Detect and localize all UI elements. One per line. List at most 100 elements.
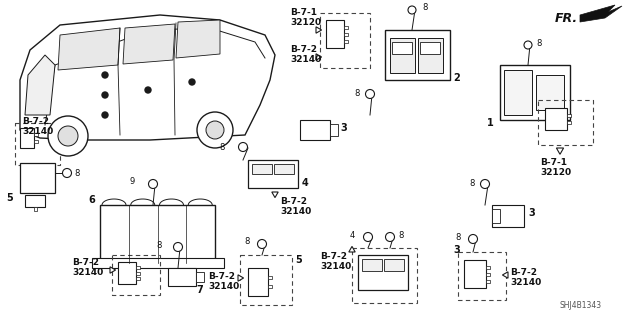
Text: B-7-2
32140: B-7-2 32140 [22, 117, 53, 137]
Text: FR.: FR. [555, 12, 578, 25]
Text: 8: 8 [398, 232, 403, 241]
Bar [25, 195, 45, 207]
Bar [418, 38, 443, 73]
Text: B-7-2
32140: B-7-2 32140 [510, 268, 541, 287]
Text: 4: 4 [302, 178, 308, 188]
Text: B-7-1
32120: B-7-1 32120 [290, 8, 321, 27]
Bar [326, 20, 344, 48]
Bar [362, 259, 382, 271]
Bar [567, 121, 571, 124]
Text: B-7-2
32140: B-7-2 32140 [290, 45, 321, 64]
Bar [385, 30, 450, 80]
Bar [136, 271, 140, 275]
Bar [274, 164, 294, 174]
Bar [344, 40, 348, 42]
Bar [458, 252, 506, 300]
Text: 3: 3 [340, 123, 347, 133]
Polygon shape [176, 20, 220, 58]
Bar [545, 108, 567, 130]
Circle shape [145, 87, 151, 93]
Bar [20, 163, 55, 193]
Circle shape [48, 116, 88, 156]
Text: 8: 8 [220, 143, 225, 152]
Text: B-7-2
32140: B-7-2 32140 [320, 252, 351, 271]
Polygon shape [123, 24, 175, 64]
Text: 3: 3 [453, 245, 460, 255]
Circle shape [148, 180, 157, 189]
Bar [268, 276, 272, 279]
Bar [248, 160, 298, 188]
Bar [420, 42, 440, 54]
Circle shape [197, 112, 233, 148]
Text: B-7-1
32120: B-7-1 32120 [540, 158, 571, 177]
Bar [384, 259, 404, 271]
Bar [112, 255, 160, 295]
Text: 4: 4 [349, 232, 355, 241]
Text: 6: 6 [88, 195, 95, 205]
Circle shape [102, 92, 108, 98]
Bar [100, 205, 215, 263]
Polygon shape [272, 192, 278, 197]
Bar [196, 272, 204, 282]
Bar [500, 65, 570, 120]
Bar [352, 248, 417, 303]
Text: B-7-2
32140: B-7-2 32140 [72, 258, 103, 278]
Bar [344, 33, 348, 35]
Text: 8: 8 [244, 238, 250, 247]
Circle shape [239, 143, 248, 152]
Bar [136, 266, 140, 269]
Polygon shape [580, 5, 622, 22]
Text: 8: 8 [536, 39, 541, 48]
Bar [320, 13, 370, 68]
Text: 2: 2 [453, 73, 460, 83]
Bar [492, 205, 524, 227]
Text: 9: 9 [130, 177, 135, 187]
Bar [300, 120, 330, 140]
Bar [486, 265, 490, 269]
Circle shape [364, 233, 372, 241]
Bar [268, 285, 272, 288]
Circle shape [481, 180, 490, 189]
Polygon shape [316, 27, 322, 33]
Bar [390, 38, 415, 73]
Polygon shape [25, 55, 55, 115]
Text: 8: 8 [470, 179, 475, 188]
Polygon shape [502, 272, 508, 278]
Text: 8: 8 [456, 234, 461, 242]
Text: 1: 1 [487, 118, 494, 128]
Polygon shape [556, 148, 564, 154]
Text: B-7-2
32140: B-7-2 32140 [280, 197, 311, 216]
Text: 8: 8 [422, 4, 428, 12]
Bar [248, 268, 268, 296]
Circle shape [257, 240, 266, 249]
Circle shape [63, 168, 72, 177]
Text: 7: 7 [196, 285, 204, 295]
Bar [464, 260, 486, 288]
Bar [392, 42, 412, 54]
Circle shape [189, 79, 195, 85]
Bar [136, 277, 140, 280]
Bar [33, 207, 36, 211]
Bar [92, 258, 224, 268]
Circle shape [206, 121, 224, 139]
Circle shape [102, 112, 108, 118]
Circle shape [173, 242, 182, 251]
Bar [486, 279, 490, 283]
Bar [344, 26, 348, 28]
Bar [118, 262, 136, 284]
Bar [20, 128, 34, 148]
Bar [240, 255, 292, 305]
Bar [15, 123, 60, 165]
Circle shape [408, 6, 416, 14]
Bar [34, 140, 38, 143]
Text: 3: 3 [528, 208, 535, 218]
Bar [538, 100, 593, 145]
Text: 8: 8 [74, 168, 79, 177]
Polygon shape [110, 267, 116, 273]
Bar [536, 75, 564, 110]
Text: 5: 5 [295, 255, 301, 265]
Circle shape [524, 41, 532, 49]
Circle shape [385, 233, 394, 241]
Polygon shape [58, 28, 120, 70]
Text: 5: 5 [6, 193, 13, 203]
